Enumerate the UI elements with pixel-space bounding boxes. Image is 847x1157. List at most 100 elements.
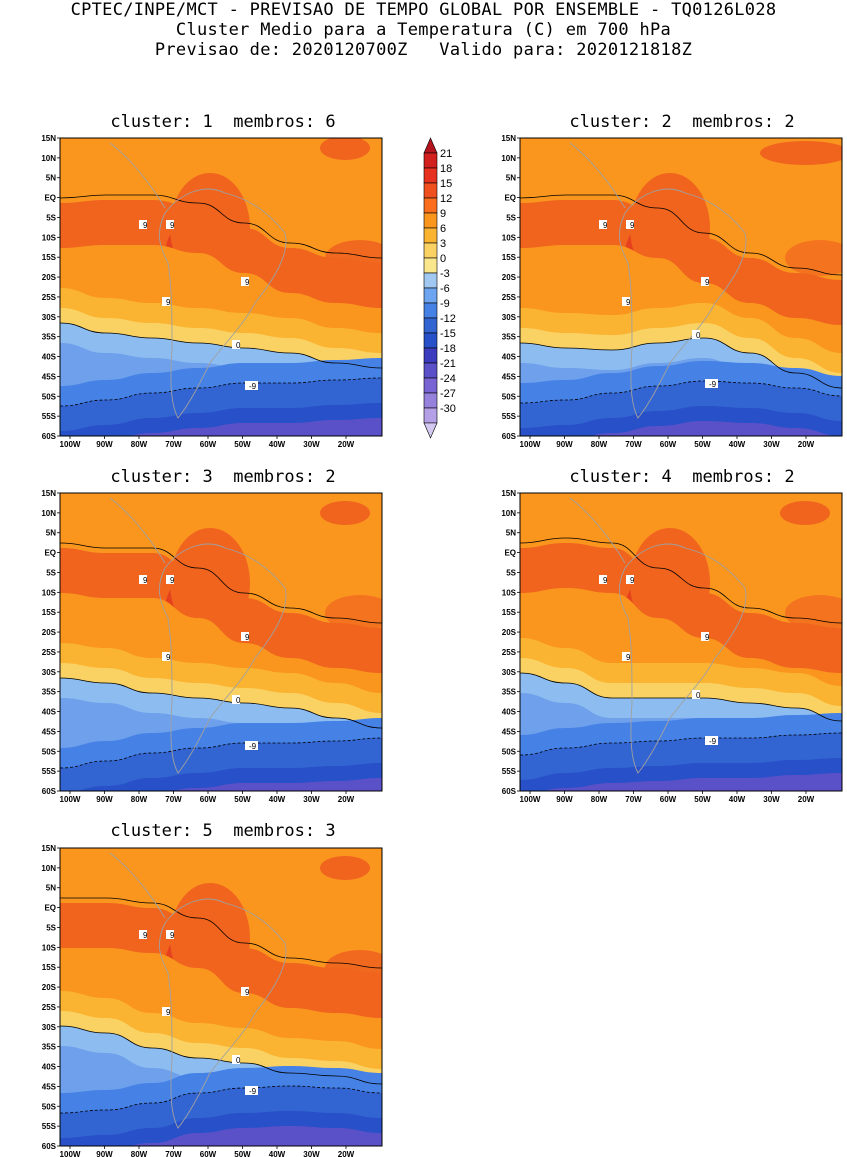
contour-label: 9 [170, 931, 175, 940]
lon-tick-label: 50W [694, 440, 711, 449]
temperature-field: 9 9 9 9 0 -9 [60, 493, 382, 791]
map-frame [59, 492, 383, 792]
lat-tick-label: EQ [44, 194, 56, 203]
lat-tick-label: 25S [42, 1003, 57, 1012]
lon-tick-label: 90W [556, 440, 573, 449]
contour-label: -9 [249, 1087, 257, 1096]
colorbar-label: -12 [440, 313, 456, 325]
contour-label: -9 [709, 737, 717, 746]
lat-tick-label: 60S [42, 787, 57, 796]
lat-tick-label: 10S [42, 943, 57, 952]
map-panel-2: 9 9 9 9 0 -9 15N 10N 5N EQ 5S 10S 15S 20S 25S 30S 35S 40S… [501, 134, 843, 449]
lat-tick-label: 60S [42, 432, 57, 441]
lon-tick-label: 50W [234, 1150, 251, 1157]
lat-tick-label: 35S [42, 688, 57, 697]
contour-label: 9 [603, 576, 608, 585]
colorbar-swatch [423, 152, 438, 169]
lat-tick-label: 15N [41, 489, 56, 498]
title-line-3: Previsao de: 2020120700Z Valido para: 20… [154, 40, 693, 60]
lon-tick-label: 60W [200, 1150, 217, 1157]
lon-tick-label: 80W [131, 440, 148, 449]
temperature-field: 9 9 9 9 0 -9 [520, 138, 842, 436]
lat-tick-label: 5S [46, 568, 56, 577]
contour-label: 9 [245, 988, 250, 997]
colorbar-swatch [423, 242, 438, 259]
lon-tick-label: 30W [763, 795, 780, 804]
coastline [158, 543, 287, 774]
lat-tick-label: 50S [42, 747, 57, 756]
lat-tick-label: 25S [42, 648, 57, 657]
lat-tick-label: 40S [502, 353, 517, 362]
contour-label: 9 [166, 1008, 171, 1017]
contour-label: -9 [249, 742, 257, 751]
lat-tick-label: 5N [46, 884, 56, 893]
lon-tick-label: 20W [338, 440, 355, 449]
contour-label: -9 [709, 380, 717, 389]
lat-tick-label: 50S [502, 747, 517, 756]
colorbar-label: -3 [440, 268, 450, 280]
colorbar-swatch [423, 182, 438, 199]
colorbar: 21 18 15 12 9 6 3 0 -3 -6 -9 -12 -15 -18 -21 -24 -27 -30 [423, 137, 456, 439]
lat-tick-label: 25S [502, 293, 517, 302]
contour-label: 9 [630, 221, 635, 230]
lat-tick-label: 15N [501, 134, 516, 143]
lat-tick-label: 10N [501, 154, 516, 163]
lat-tick-label: 15S [42, 608, 57, 617]
page-title: CPTEC/INPE/MCT - PREVISAO DE TEMPO GLOBA… [0, 0, 847, 60]
lat-tick-label: 20S [502, 628, 517, 637]
colorbar-swatch [423, 317, 438, 334]
colorbar-label: -21 [440, 358, 456, 370]
contour-label: 9 [166, 298, 171, 307]
contour-label: 9 [170, 221, 175, 230]
lon-tick-label: 40W [729, 795, 746, 804]
temperature-field: 9 9 9 9 0 -9 [60, 848, 382, 1146]
lon-tick-label: 40W [269, 795, 286, 804]
colorbar-label: -9 [440, 298, 450, 310]
colorbar-swatch [423, 302, 438, 319]
lon-tick-label: 80W [131, 1150, 148, 1157]
colorbar-swatch [423, 137, 438, 154]
colorbar-label: -18 [440, 343, 456, 355]
lon-tick-label: 70W [165, 440, 182, 449]
temperature-field: 9 9 9 9 0 -9 [60, 138, 382, 436]
lat-tick-label: 45S [42, 1082, 57, 1091]
lon-tick-label: 100W [520, 795, 541, 804]
lon-tick-label: 70W [165, 795, 182, 804]
lat-tick-label: 10N [41, 864, 56, 873]
colorbar-swatch [423, 362, 438, 379]
lat-tick-label: 60S [502, 432, 517, 441]
colorbar-label: -30 [440, 403, 456, 415]
map-panel-1: 9 9 9 9 0 -9 15N 10N 5N EQ 5S 10S 15S 20S 25S 30S 35S 40S… [41, 134, 383, 449]
lat-tick-label: 45S [502, 372, 517, 381]
colorbar-swatch [423, 212, 438, 229]
lat-tick-label: 15S [502, 253, 517, 262]
map-frame [519, 492, 843, 792]
panel-title-1: cluster: 1 membros: 6 [110, 112, 336, 132]
coastline [158, 188, 287, 419]
panel-title-4: cluster: 4 membros: 2 [569, 467, 795, 487]
lat-tick-label: 5S [46, 923, 56, 932]
colorbar-swatch [423, 407, 438, 424]
lat-tick-label: 50S [502, 392, 517, 401]
lon-tick-label: 100W [60, 1150, 81, 1157]
lat-tick-label: 60S [502, 787, 517, 796]
contour-label: 9 [705, 278, 710, 287]
colorbar-swatch [423, 227, 438, 244]
panel-title-2: cluster: 2 membros: 2 [569, 112, 795, 132]
contour-label: -9 [249, 382, 257, 391]
coastline [618, 188, 747, 419]
lon-tick-label: 50W [694, 795, 711, 804]
lat-tick-label: 10S [42, 233, 57, 242]
colorbar-swatch [423, 167, 438, 184]
lon-tick-label: 100W [60, 440, 81, 449]
lat-tick-label: 10N [41, 154, 56, 163]
lat-tick-label: 50S [42, 392, 57, 401]
colorbar-label: -24 [440, 373, 456, 385]
lon-tick-label: 40W [269, 440, 286, 449]
lat-tick-label: 5S [506, 568, 516, 577]
lon-tick-label: 60W [660, 795, 677, 804]
lat-tick-label: 40S [42, 353, 57, 362]
lat-tick-label: 15N [41, 844, 56, 853]
lat-tick-label: EQ [44, 549, 56, 558]
colorbar-swatch [423, 377, 438, 394]
